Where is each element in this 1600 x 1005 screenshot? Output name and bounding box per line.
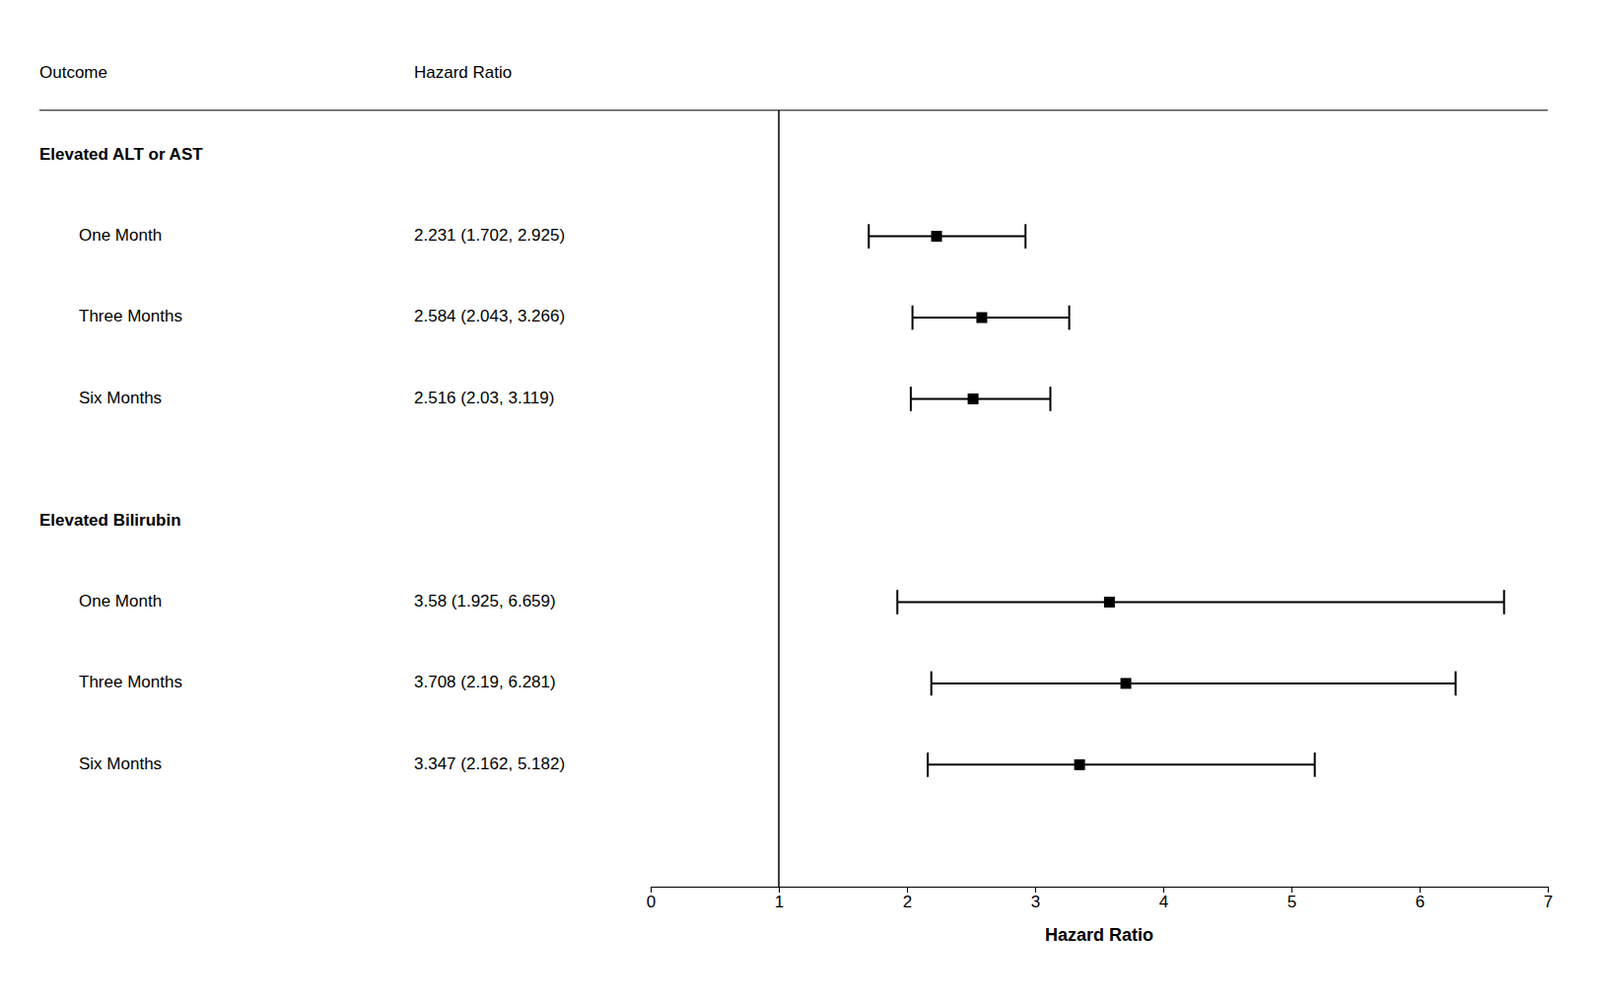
- x-tick-label: 2: [903, 892, 912, 911]
- ci-line: [868, 235, 1026, 238]
- ci-cap-lower: [930, 671, 933, 696]
- x-tick: 7: [1543, 886, 1553, 911]
- row-labels: Elevated ALT or AST One Month 2.231 (1.702…: [39, 144, 565, 773]
- x-tick-label: 6: [1415, 892, 1425, 911]
- reference-line: [777, 110, 780, 887]
- hr-text: 3.58 (1.925, 6.659): [414, 591, 557, 611]
- row-label: Six Months: [78, 388, 162, 408]
- ci-cap-upper: [1503, 589, 1506, 615]
- x-tick-label: 0: [646, 892, 656, 911]
- ci-line: [931, 682, 1457, 685]
- x-tick: 3: [1031, 886, 1041, 911]
- hr-text: 2.516 (2.03, 3.119): [414, 388, 555, 408]
- separator-line: [39, 109, 1548, 111]
- x-tick: 5: [1287, 886, 1297, 911]
- ci-line: [910, 397, 1051, 400]
- hr-marker: [1120, 677, 1132, 689]
- ci-cap-upper: [1314, 752, 1317, 777]
- x-tick: 2: [903, 886, 912, 911]
- row-label: Six Months: [78, 754, 162, 773]
- plot-area: [778, 110, 1505, 887]
- row-label: Three Months: [78, 672, 183, 692]
- ci-cap-upper: [1048, 386, 1051, 412]
- ci-cap-upper: [1024, 223, 1027, 249]
- x-axis-line: [651, 887, 1549, 894]
- column-header: Outcome: [39, 63, 108, 82]
- ci-cap-lower: [926, 752, 929, 777]
- hr-text: 2.584 (2.043, 3.266): [414, 306, 565, 326]
- hr-marker: [931, 230, 943, 242]
- x-axis: 0 1 2 3 4 5 6 7: [646, 886, 1553, 911]
- x-tick-label: 1: [774, 892, 784, 911]
- hr-marker: [968, 393, 979, 405]
- row-label: One Month: [78, 591, 162, 611]
- hr-text: 3.347 (2.162, 5.182): [414, 754, 565, 773]
- hr-text: 3.708 (2.19, 6.281): [414, 672, 557, 692]
- ci-cap-upper: [1068, 305, 1071, 331]
- ci-cap-lower: [909, 386, 912, 412]
- x-tick-label: 7: [1543, 892, 1553, 911]
- column-header: Hazard Ratio: [414, 63, 512, 82]
- ci-line: [927, 763, 1316, 766]
- x-tick: 1: [774, 886, 784, 911]
- hr-marker: [1074, 759, 1086, 770]
- ci-line: [912, 316, 1070, 319]
- ci-line: [897, 601, 1504, 604]
- ci-cap-upper: [1455, 671, 1458, 696]
- row-label: Three Months: [78, 306, 183, 326]
- x-tick: 0: [646, 886, 656, 911]
- hr-marker: [975, 312, 987, 324]
- group-header: Elevated Bilirubin: [39, 510, 182, 530]
- x-tick: 4: [1159, 886, 1169, 911]
- x-tick-label: 3: [1031, 892, 1041, 911]
- hr-text: 2.231 (1.702, 2.925): [414, 225, 565, 245]
- x-axis-title: Hazard Ratio: [1044, 924, 1154, 945]
- row-label: One Month: [78, 225, 162, 245]
- ci-cap-lower: [896, 589, 899, 615]
- x-tick-label: 5: [1287, 892, 1297, 911]
- group-header: Elevated ALT or AST: [39, 144, 204, 164]
- hr-marker: [1104, 596, 1115, 608]
- ci-cap-lower: [867, 223, 870, 249]
- ci-cap-lower: [911, 305, 914, 331]
- x-tick-label: 4: [1159, 892, 1169, 911]
- chart: Outcome Hazard Ratio Elevated ALT or AST On…: [0, 0, 1600, 1005]
- x-tick: 6: [1415, 886, 1425, 911]
